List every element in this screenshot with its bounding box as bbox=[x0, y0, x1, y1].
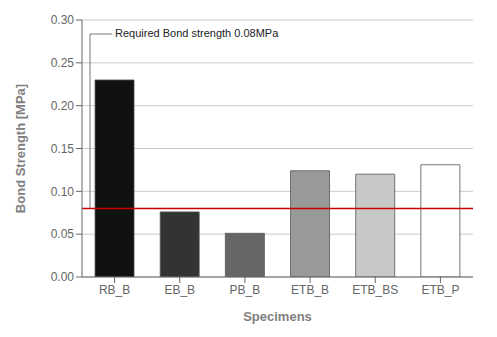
svg-text:0.30: 0.30 bbox=[51, 13, 75, 27]
svg-text:ETB_P: ETB_P bbox=[421, 283, 459, 297]
svg-text:0.15: 0.15 bbox=[51, 142, 75, 156]
svg-text:0.05: 0.05 bbox=[51, 227, 75, 241]
svg-text:ETB_B: ETB_B bbox=[291, 283, 329, 297]
svg-text:Bond Strength [MPa]: Bond Strength [MPa] bbox=[13, 84, 28, 213]
svg-text:Required Bond strength 0.08MPa: Required Bond strength 0.08MPa bbox=[115, 27, 279, 39]
svg-text:PB_B: PB_B bbox=[230, 283, 261, 297]
svg-text:Specimens: Specimens bbox=[243, 309, 312, 324]
svg-text:0.10: 0.10 bbox=[51, 185, 75, 199]
svg-text:RB_B: RB_B bbox=[99, 283, 130, 297]
svg-text:0.25: 0.25 bbox=[51, 56, 75, 70]
svg-text:ETB_BS: ETB_BS bbox=[352, 283, 398, 297]
svg-text:EB_B: EB_B bbox=[164, 283, 195, 297]
svg-text:0.20: 0.20 bbox=[51, 99, 75, 113]
svg-text:0.00: 0.00 bbox=[51, 270, 75, 284]
